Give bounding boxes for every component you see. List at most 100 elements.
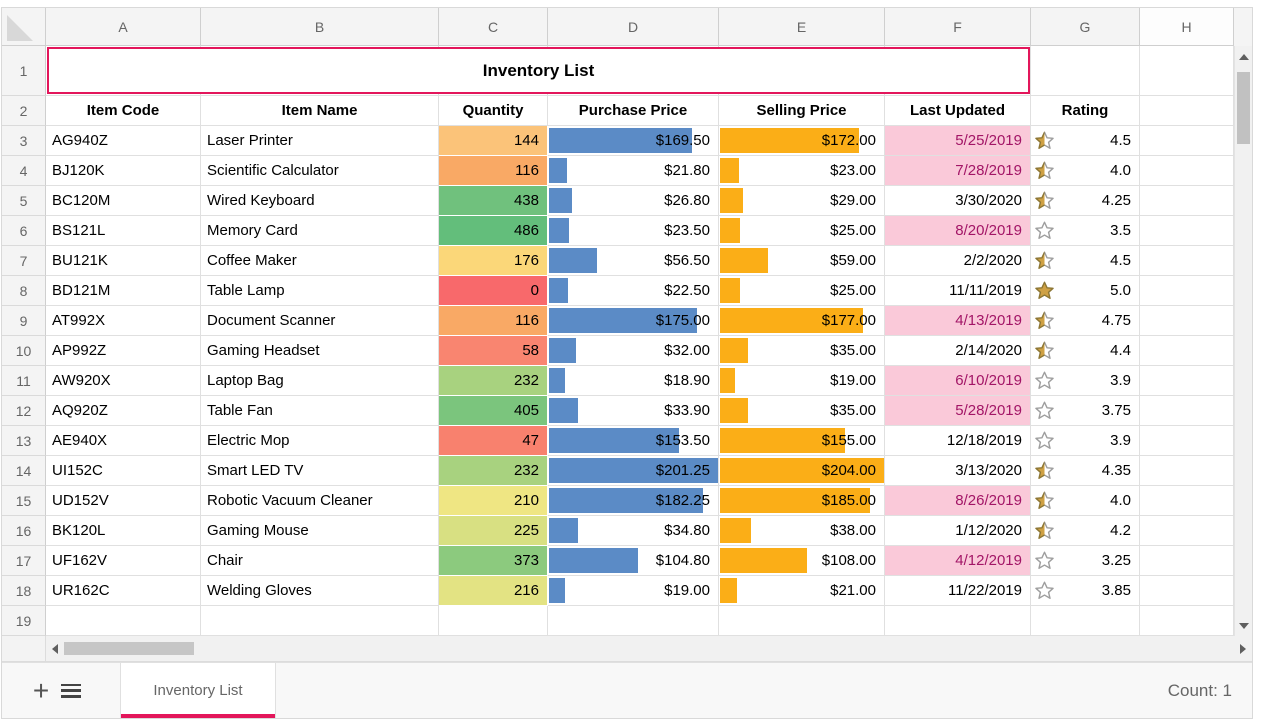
cell-rating[interactable]: 5.0 bbox=[1031, 276, 1140, 306]
cell-last-updated[interactable]: 2/14/2020 bbox=[885, 336, 1031, 366]
cell-empty[interactable] bbox=[46, 606, 201, 636]
cell-purchase-price[interactable]: $169.50 bbox=[548, 126, 719, 156]
aggregate-count-label[interactable]: Count: 1 bbox=[1167, 680, 1232, 700]
column-header-G[interactable]: G bbox=[1031, 8, 1140, 46]
scroll-right-button[interactable] bbox=[1234, 636, 1252, 661]
cell-empty[interactable] bbox=[1140, 366, 1234, 396]
header-cell-purchase-price[interactable]: Purchase Price bbox=[548, 96, 719, 126]
cell-item-name[interactable]: Memory Card bbox=[201, 216, 439, 246]
row-header-8[interactable]: 8 bbox=[2, 276, 46, 306]
cell-last-updated[interactable]: 8/20/2019 bbox=[885, 216, 1031, 246]
horizontal-scrollbar-track[interactable] bbox=[64, 636, 1234, 661]
cell-quantity[interactable]: 0 bbox=[439, 276, 548, 306]
cell-rating[interactable]: 4.5 bbox=[1031, 126, 1140, 156]
cell-last-updated[interactable]: 12/18/2019 bbox=[885, 426, 1031, 456]
cell-quantity[interactable]: 232 bbox=[439, 456, 548, 486]
select-all-corner[interactable] bbox=[2, 8, 46, 46]
cell-empty[interactable] bbox=[1140, 276, 1234, 306]
cell-empty[interactable] bbox=[1140, 46, 1234, 96]
cell-empty[interactable] bbox=[1140, 246, 1234, 276]
horizontal-scrollbar[interactable] bbox=[2, 636, 1252, 662]
row-header-6[interactable]: 6 bbox=[2, 216, 46, 246]
cell-purchase-price[interactable]: $104.80 bbox=[548, 546, 719, 576]
cell-purchase-price[interactable]: $153.50 bbox=[548, 426, 719, 456]
cell-quantity[interactable]: 47 bbox=[439, 426, 548, 456]
column-header-D[interactable]: D bbox=[548, 8, 719, 46]
cell-purchase-price[interactable]: $32.00 bbox=[548, 336, 719, 366]
row-header-17[interactable]: 17 bbox=[2, 546, 46, 576]
cell-quantity[interactable]: 116 bbox=[439, 306, 548, 336]
header-cell-item-name[interactable]: Item Name bbox=[201, 96, 439, 126]
cell-quantity[interactable]: 373 bbox=[439, 546, 548, 576]
cell-item-name[interactable]: Chair bbox=[201, 546, 439, 576]
cell-purchase-price[interactable]: $21.80 bbox=[548, 156, 719, 186]
cell-rating[interactable]: 3.5 bbox=[1031, 216, 1140, 246]
cell-rating[interactable]: 4.0 bbox=[1031, 156, 1140, 186]
cell-rating[interactable]: 4.25 bbox=[1031, 186, 1140, 216]
cell-rating[interactable]: 3.85 bbox=[1031, 576, 1140, 606]
cell-item-name[interactable]: Robotic Vacuum Cleaner bbox=[201, 486, 439, 516]
cell-selling-price[interactable]: $108.00 bbox=[719, 546, 885, 576]
cell-rating[interactable]: 4.4 bbox=[1031, 336, 1140, 366]
column-header-B[interactable]: B bbox=[201, 8, 439, 46]
cell-empty[interactable] bbox=[1140, 126, 1234, 156]
horizontal-scrollbar-thumb[interactable] bbox=[64, 642, 194, 655]
row-header-14[interactable]: 14 bbox=[2, 456, 46, 486]
cell-item-name[interactable]: Smart LED TV bbox=[201, 456, 439, 486]
cell-rating[interactable]: 3.25 bbox=[1031, 546, 1140, 576]
cell-item-code[interactable]: BJ120K bbox=[46, 156, 201, 186]
cell-purchase-price[interactable]: $23.50 bbox=[548, 216, 719, 246]
row-header-7[interactable]: 7 bbox=[2, 246, 46, 276]
cell-selling-price[interactable]: $23.00 bbox=[719, 156, 885, 186]
cell-item-name[interactable]: Gaming Mouse bbox=[201, 516, 439, 546]
cell-quantity[interactable]: 486 bbox=[439, 216, 548, 246]
column-header-F[interactable]: F bbox=[885, 8, 1031, 46]
cell-quantity[interactable]: 144 bbox=[439, 126, 548, 156]
row-header-19[interactable]: 19 bbox=[2, 606, 46, 636]
cell-rating[interactable]: 4.2 bbox=[1031, 516, 1140, 546]
cell-item-code[interactable]: UR162C bbox=[46, 576, 201, 606]
row-header-10[interactable]: 10 bbox=[2, 336, 46, 366]
cell-item-code[interactable]: AG940Z bbox=[46, 126, 201, 156]
header-cell-last-updated[interactable]: Last Updated bbox=[885, 96, 1031, 126]
header-cell-item-code[interactable]: Item Code bbox=[46, 96, 201, 126]
cell-last-updated[interactable]: 4/13/2019 bbox=[885, 306, 1031, 336]
cell-last-updated[interactable]: 5/28/2019 bbox=[885, 396, 1031, 426]
cell-quantity[interactable]: 232 bbox=[439, 366, 548, 396]
cell-selling-price[interactable]: $25.00 bbox=[719, 276, 885, 306]
cell-last-updated[interactable]: 2/2/2020 bbox=[885, 246, 1031, 276]
cell-item-name[interactable]: Document Scanner bbox=[201, 306, 439, 336]
cell-purchase-price[interactable]: $175.00 bbox=[548, 306, 719, 336]
cell-empty[interactable] bbox=[1140, 186, 1234, 216]
add-sheet-button[interactable]: + bbox=[26, 663, 56, 718]
cell-purchase-price[interactable]: $182.25 bbox=[548, 486, 719, 516]
column-header-C[interactable]: C bbox=[439, 8, 548, 46]
cell-last-updated[interactable]: 3/30/2020 bbox=[885, 186, 1031, 216]
row-header-15[interactable]: 15 bbox=[2, 486, 46, 516]
header-cell-rating[interactable]: Rating bbox=[1031, 96, 1140, 126]
cell-selling-price[interactable]: $185.00 bbox=[719, 486, 885, 516]
header-cell-selling-price[interactable]: Selling Price bbox=[719, 96, 885, 126]
cell-item-name[interactable]: Laser Printer bbox=[201, 126, 439, 156]
cell-rating[interactable]: 3.9 bbox=[1031, 426, 1140, 456]
cell-last-updated[interactable]: 11/11/2019 bbox=[885, 276, 1031, 306]
row-header-3[interactable]: 3 bbox=[2, 126, 46, 156]
cell-item-code[interactable]: AW920X bbox=[46, 366, 201, 396]
cell-purchase-price[interactable]: $26.80 bbox=[548, 186, 719, 216]
cell-empty[interactable] bbox=[548, 606, 719, 636]
cell-empty[interactable] bbox=[1031, 46, 1140, 96]
cell-item-code[interactable]: AE940X bbox=[46, 426, 201, 456]
row-header-5[interactable]: 5 bbox=[2, 186, 46, 216]
sheet-tab-inventory-list[interactable]: Inventory List bbox=[120, 663, 276, 718]
cell-empty[interactable] bbox=[1031, 606, 1140, 636]
cell-quantity[interactable]: 438 bbox=[439, 186, 548, 216]
cell-last-updated[interactable]: 11/22/2019 bbox=[885, 576, 1031, 606]
cell-last-updated[interactable]: 7/28/2019 bbox=[885, 156, 1031, 186]
cell-rating[interactable]: 4.35 bbox=[1031, 456, 1140, 486]
cell-item-name[interactable]: Table Fan bbox=[201, 396, 439, 426]
cell-item-name[interactable]: Scientific Calculator bbox=[201, 156, 439, 186]
cell-selling-price[interactable]: $172.00 bbox=[719, 126, 885, 156]
cell-item-code[interactable]: UF162V bbox=[46, 546, 201, 576]
cell-item-code[interactable]: AQ920Z bbox=[46, 396, 201, 426]
cell-quantity[interactable]: 225 bbox=[439, 516, 548, 546]
